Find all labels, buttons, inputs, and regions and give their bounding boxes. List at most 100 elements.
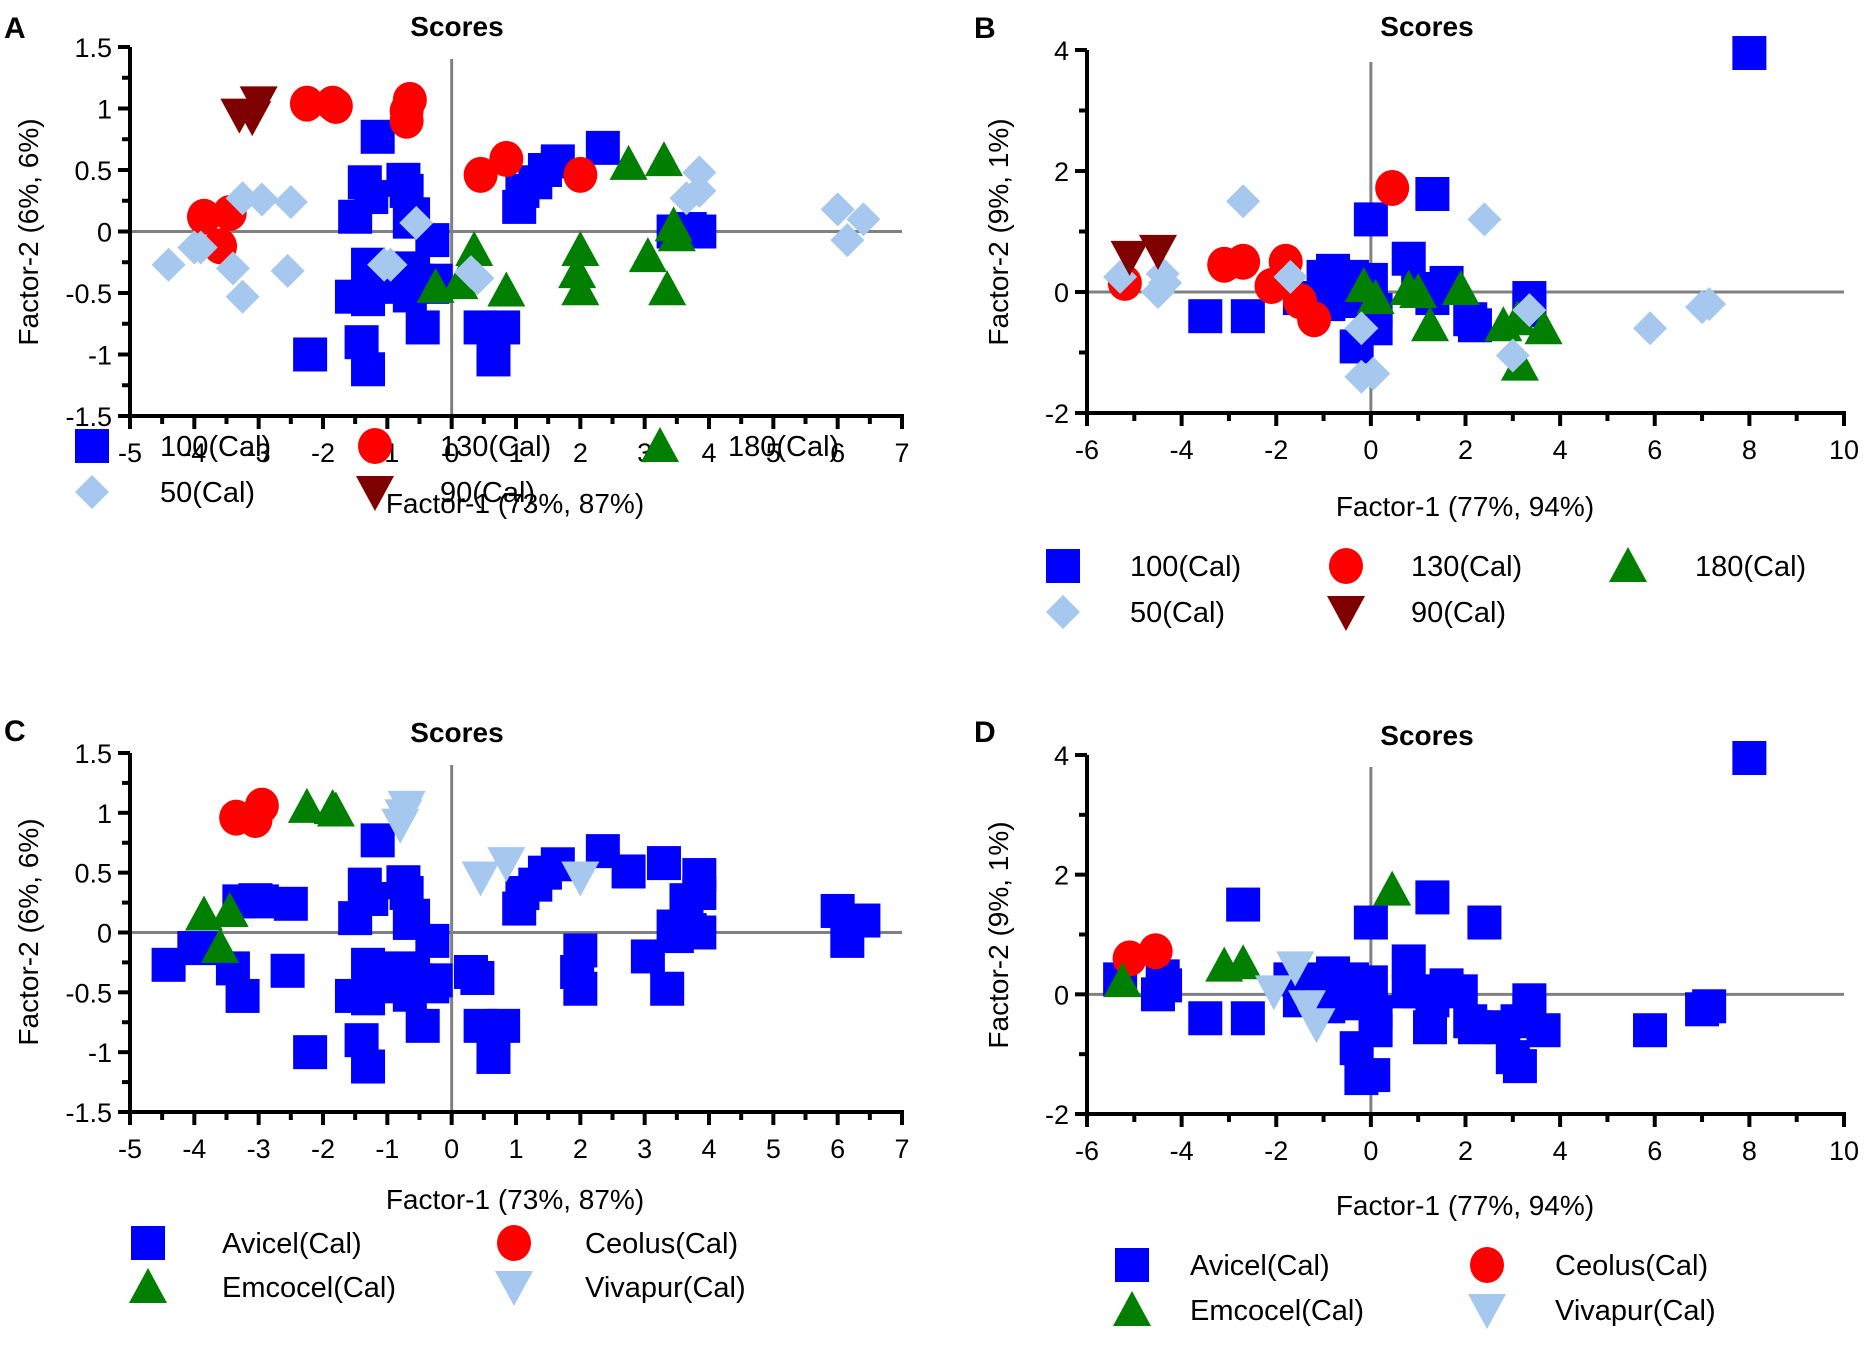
data-point [293, 1035, 328, 1070]
series-50cal [1103, 184, 1727, 394]
data-point [1411, 306, 1450, 342]
y-tick-label: -1.5 [65, 402, 112, 432]
panel-c-x-axis-label: Factor-1 (73%, 87%) [386, 1184, 644, 1215]
data-point [210, 891, 249, 927]
data-point [1391, 944, 1426, 979]
data-point [1443, 974, 1478, 1009]
data-point [1297, 301, 1332, 338]
data-point [455, 230, 494, 266]
x-tick-label: 2 [573, 1134, 588, 1164]
data-point [351, 981, 386, 1016]
x-tick-label: 4 [1553, 435, 1568, 465]
panel-d-plot: -6 -4 -2 0 2 4 6 8 10 -2 0 2 4 [1045, 740, 1859, 1166]
data-point [487, 271, 526, 307]
x-tick-label: 4 [1553, 1136, 1568, 1166]
series-vivapurcal [1254, 951, 1336, 1044]
data-point [215, 251, 250, 286]
data-point [1230, 299, 1265, 334]
legend-marker-circle [1470, 1247, 1504, 1283]
data-point [1524, 309, 1563, 345]
series-50cal [151, 155, 881, 314]
data-point [1148, 968, 1183, 1003]
data-point [611, 854, 646, 889]
x-tick-label: -4 [1170, 435, 1194, 465]
y-tick-label: 0 [97, 218, 112, 248]
panel-letter-c: C [4, 715, 26, 748]
y-tick-label: 4 [1054, 36, 1069, 66]
y-tick-label: -2 [1045, 399, 1069, 429]
data-point [399, 205, 434, 240]
y-tick-label: -1.5 [65, 1098, 112, 1128]
panel-b: -6 -4 -2 0 2 4 6 8 10 -2 0 2 4 B Scores Factor-1 (77… [974, 11, 1859, 631]
panel-a-legend: 100(Cal) 130(Cal) 180(Cal) 50(Cal) 90(Cal) [75, 427, 839, 511]
x-tick-label: 0 [1363, 435, 1378, 465]
y-tick-label: 0 [97, 919, 112, 949]
legend-item: Emcocel(Cal) [129, 1268, 396, 1304]
data-point [648, 270, 687, 306]
data-point [1138, 234, 1177, 270]
data-point [1467, 905, 1502, 940]
data-point [354, 180, 389, 215]
panel-b-plot: -6 -4 -2 0 2 4 6 8 10 -2 0 2 4 [1045, 36, 1859, 465]
x-tick-label: 4 [701, 1134, 716, 1164]
y-tick-label: -0.5 [65, 978, 112, 1008]
x-tick-label: -2 [311, 1134, 335, 1164]
data-point [316, 791, 355, 827]
legend-marker-square [1115, 1248, 1149, 1282]
data-point [1297, 1008, 1336, 1044]
data-point [354, 881, 389, 916]
panel-a-x-axis-label: Factor-1 (73%, 87%) [386, 488, 644, 519]
data-point [682, 173, 717, 208]
x-tick-label: -5 [118, 438, 142, 468]
y-tick-label: 1.5 [74, 33, 112, 63]
data-point [558, 253, 597, 289]
data-point [644, 141, 683, 177]
legend-marker-diamond [75, 475, 109, 509]
data-point [1495, 338, 1530, 373]
y-tick-label: 0 [1054, 278, 1069, 308]
data-point [476, 1039, 511, 1074]
legend-label: 100(Cal) [1130, 551, 1241, 583]
y-tick-label: -1 [88, 1038, 112, 1068]
legend-label: Avicel(Cal) [222, 1228, 362, 1260]
data-point [1230, 1001, 1265, 1036]
data-point [1498, 300, 1537, 336]
x-tick-label: 4 [701, 438, 716, 468]
data-point [392, 81, 427, 118]
legend-marker-triangle-down [1468, 1294, 1506, 1329]
legend-item: 90(Cal) [1327, 596, 1506, 631]
data-point [460, 960, 495, 995]
data-point [1413, 1010, 1448, 1045]
data-point [461, 861, 500, 897]
y-tick-label: 4 [1054, 741, 1069, 771]
y-tick-label: 1.5 [74, 739, 112, 769]
legend-label: 180(Cal) [1695, 551, 1806, 583]
data-point [1732, 36, 1767, 71]
data-point [289, 85, 324, 122]
legend-label: Ceolus(Cal) [585, 1228, 738, 1260]
data-point [151, 247, 186, 282]
data-point [1467, 202, 1502, 237]
data-point [1254, 975, 1293, 1011]
legend-item: 180(Cal) [641, 427, 839, 463]
data-point [657, 216, 696, 252]
data-point [1441, 269, 1480, 305]
legend-item: Ceolus(Cal) [497, 1225, 738, 1261]
legend-item: 90(Cal) [356, 476, 535, 511]
panel-a-y-axis-label: Factor-2 (6%, 6%) [13, 118, 44, 345]
x-tick-label: 6 [1647, 1136, 1662, 1166]
data-point [628, 237, 667, 273]
y-tick-label: 2 [1054, 157, 1069, 187]
legend-label: Vivapur(Cal) [1555, 1295, 1716, 1327]
data-point [1148, 265, 1183, 300]
legend-label: Emcocel(Cal) [222, 1272, 396, 1304]
panel-c: -5 -4 -3 -2 -1 0 1 2 3 4 5 6 7 -1.5 -1 -0.5 0 0.5 1 1.5 C S… [4, 715, 910, 1306]
data-point [609, 144, 648, 180]
data-point [184, 895, 223, 931]
legend-marker-circle [1329, 548, 1363, 584]
x-tick-label: 2 [1458, 435, 1473, 465]
data-point [244, 787, 279, 824]
data-point [405, 310, 440, 345]
y-tick-label: -1 [88, 341, 112, 371]
